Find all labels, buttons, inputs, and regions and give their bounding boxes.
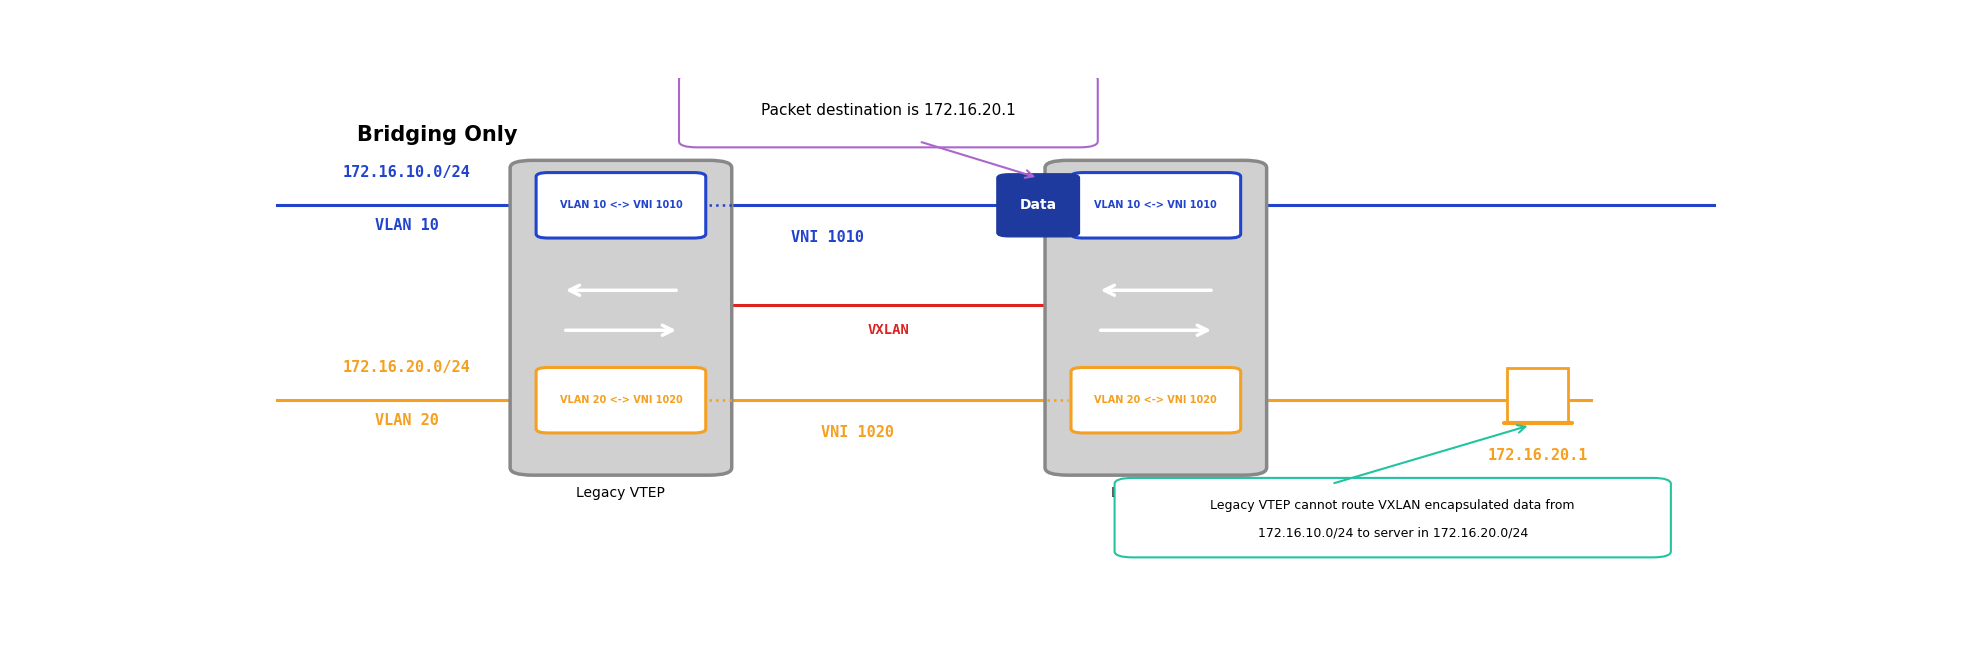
Text: 172.16.10.0/24 to server in 172.16.20.0/24: 172.16.10.0/24 to server in 172.16.20.0/…: [1258, 526, 1528, 539]
Text: VLAN 20: VLAN 20: [375, 413, 440, 428]
FancyBboxPatch shape: [1114, 478, 1670, 557]
Text: VLAN 20 <-> VNI 1020: VLAN 20 <-> VNI 1020: [560, 395, 682, 405]
Text: VNI 1020: VNI 1020: [820, 425, 895, 440]
Text: VLAN 10 <-> VNI 1010: VLAN 10 <-> VNI 1010: [560, 201, 682, 210]
Text: VNI 1010: VNI 1010: [791, 230, 864, 245]
FancyBboxPatch shape: [511, 160, 732, 475]
FancyBboxPatch shape: [678, 73, 1098, 147]
Text: Legacy VTEP cannot route VXLAN encapsulated data from: Legacy VTEP cannot route VXLAN encapsula…: [1211, 498, 1576, 511]
FancyBboxPatch shape: [1045, 160, 1266, 475]
Text: Bridging Only: Bridging Only: [357, 125, 517, 145]
Text: VLAN 20 <-> VNI 1020: VLAN 20 <-> VNI 1020: [1094, 395, 1217, 405]
FancyBboxPatch shape: [998, 174, 1079, 237]
Text: Data: Data: [1020, 199, 1057, 212]
Text: 172.16.20.1: 172.16.20.1: [1487, 448, 1587, 463]
FancyBboxPatch shape: [536, 173, 706, 238]
FancyBboxPatch shape: [1071, 367, 1240, 433]
Text: Legacy VTEP: Legacy VTEP: [576, 485, 665, 500]
Text: 172.16.20.0/24: 172.16.20.0/24: [343, 360, 471, 375]
Text: Packet destination is 172.16.20.1: Packet destination is 172.16.20.1: [761, 103, 1016, 118]
Text: VLAN 10: VLAN 10: [375, 218, 440, 233]
FancyBboxPatch shape: [1507, 368, 1568, 422]
Text: VLAN 10 <-> VNI 1010: VLAN 10 <-> VNI 1010: [1094, 201, 1217, 210]
Text: Legacy VTEP: Legacy VTEP: [1112, 485, 1201, 500]
FancyBboxPatch shape: [1071, 173, 1240, 238]
Text: VXLAN: VXLAN: [868, 323, 909, 337]
FancyBboxPatch shape: [536, 367, 706, 433]
Text: 172.16.10.0/24: 172.16.10.0/24: [343, 165, 471, 180]
